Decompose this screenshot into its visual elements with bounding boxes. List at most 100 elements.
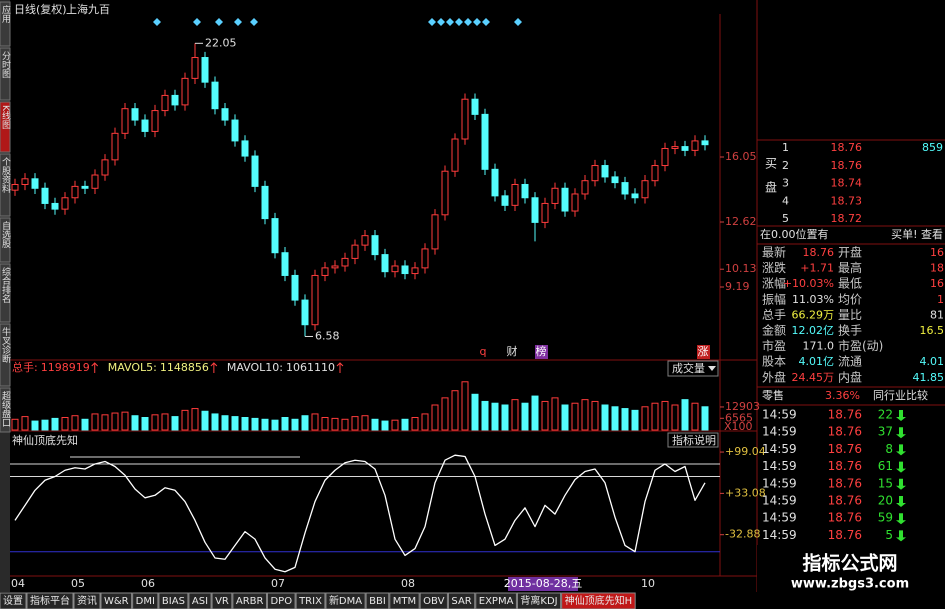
cursor-date-box (508, 577, 578, 591)
side-tab[interactable] (0, 101, 11, 153)
side-tab-label[interactable]: 应用 (0, 4, 11, 24)
bottom-tab[interactable] (26, 592, 74, 609)
bottom-tab[interactable] (73, 592, 101, 609)
candle-body (101, 159, 109, 176)
side-tab[interactable] (0, 263, 11, 323)
side-tab[interactable] (0, 47, 11, 101)
quote-value: 66.29万 (792, 308, 835, 321)
side-tab[interactable] (0, 387, 11, 433)
side-tab[interactable] (0, 323, 11, 387)
bottom-tab[interactable] (232, 592, 267, 609)
side-tab-label[interactable]: 个股资料 (0, 157, 11, 194)
volume-selector[interactable] (667, 360, 719, 377)
indicator-button-label[interactable]: 指标说明 (672, 433, 716, 447)
volume-header-name: MAVOL5: (108, 361, 157, 374)
tick-price: 18.76 (828, 528, 862, 542)
bottom-tab-label[interactable]: EXPMA (479, 596, 514, 607)
event-marker[interactable]: q (480, 345, 487, 358)
bottom-tab-label[interactable]: ASI (192, 596, 208, 607)
bottom-tab-label[interactable]: DPO (270, 596, 292, 607)
bottom-tab-label[interactable]: W&R (104, 596, 129, 607)
side-tab-label[interactable]: 超级盘口 (0, 390, 11, 427)
side-tab-label[interactable]: 牛叉诊断 (0, 326, 11, 364)
bottom-tab-label[interactable]: TRIX (298, 596, 322, 607)
indicator-line (14, 454, 706, 573)
candle-body (511, 183, 519, 206)
candle-body (51, 202, 59, 210)
bottom-tab[interactable] (475, 592, 517, 609)
bottom-tab-label[interactable]: 神仙顶底先知H (565, 594, 633, 607)
quote-label: 内盘 (838, 369, 862, 384)
down-arrow (896, 513, 906, 525)
quote-value: 4.01亿 (799, 355, 835, 368)
candle-body (471, 98, 479, 115)
bottom-tab-label[interactable]: 指标平台 (30, 594, 70, 607)
bottom-tab-label[interactable]: 资讯 (77, 595, 97, 607)
signal-marker (153, 18, 161, 26)
quote-value: +1.71 (800, 262, 834, 275)
side-tab[interactable] (0, 217, 11, 263)
quote-label: 股本 (762, 355, 786, 369)
quote-value: 171.0 (803, 340, 835, 353)
bottom-tab[interactable] (158, 592, 189, 609)
bottom-tab[interactable] (419, 592, 448, 609)
watermark-url: www.zbgs3.com (791, 577, 909, 592)
bottom-tab[interactable] (365, 592, 390, 609)
side-tab[interactable] (0, 1, 11, 47)
bottom-tab[interactable] (325, 592, 366, 609)
side-tab-label[interactable]: K线图 (0, 105, 11, 130)
bottom-tab-label[interactable]: DMI (136, 596, 155, 607)
y-tick-label: -32.88 (725, 528, 760, 541)
bottom-tab-label[interactable]: BIAS (162, 596, 185, 607)
bottom-tab[interactable] (389, 592, 420, 609)
bottom-tab-label[interactable]: 背离KDJ (520, 594, 557, 607)
candle-body (401, 265, 409, 275)
side-tab[interactable] (0, 153, 11, 217)
signal-marker (250, 18, 258, 26)
frame (10, 0, 945, 592)
candle-body (41, 187, 49, 204)
bottom-tab[interactable] (211, 592, 233, 609)
candle-body (141, 119, 149, 132)
volume-bar (411, 417, 419, 431)
bottom-tab-label[interactable]: BBI (369, 596, 386, 607)
volume-selector-label[interactable]: 成交量 (672, 361, 705, 375)
bottom-tab-label[interactable]: SAR (451, 596, 471, 607)
dropdown-arrow[interactable] (708, 366, 716, 371)
bottom-tab-label[interactable]: ARBR (236, 596, 264, 607)
volume-bar (281, 417, 289, 431)
bottom-tab[interactable] (188, 592, 212, 609)
bottom-tab[interactable] (561, 592, 636, 609)
side-tab-label[interactable]: 综合排名 (0, 266, 11, 304)
bottom-tab[interactable] (100, 592, 133, 609)
bottom-tab-label[interactable]: VR (215, 596, 229, 607)
bottom-tab-label[interactable]: 新DMA (329, 594, 362, 607)
volume-bar (481, 400, 489, 431)
side-tab-label[interactable]: 分时图 (0, 51, 11, 79)
event-marker[interactable]: 涨 (698, 345, 709, 358)
bottom-tab[interactable] (295, 592, 326, 609)
retail-compare[interactable]: 同行业比较 (873, 388, 928, 402)
bottom-tab[interactable] (447, 592, 476, 609)
bottom-tab-label[interactable]: MTM (393, 596, 416, 607)
bottom-tab-label[interactable]: OBV (423, 596, 444, 607)
event-marker[interactable]: 财 (507, 344, 518, 358)
bottom-tab[interactable] (132, 592, 159, 609)
notice-text: 在0.00位置有 (760, 227, 829, 241)
bottom-tab-label[interactable]: 设置 (3, 595, 23, 607)
bottom-tab[interactable] (0, 592, 27, 609)
event-marker[interactable]: 榜 (536, 344, 547, 358)
bottom-tab[interactable] (516, 592, 562, 609)
side-tab-label[interactable]: 自选股 (0, 220, 11, 249)
volume-bar (191, 408, 199, 431)
signal-marker (193, 18, 201, 26)
tick-price: 18.76 (828, 494, 862, 508)
volume-bar (61, 417, 69, 431)
indicator-button[interactable] (667, 432, 719, 448)
bottom-tab[interactable] (266, 592, 296, 609)
candle-body (321, 267, 329, 276)
candle-body (501, 195, 509, 206)
notice-link[interactable]: 买单! 查看 (891, 227, 943, 241)
candle-body (271, 218, 279, 254)
tick-volume: 20 (878, 494, 893, 508)
